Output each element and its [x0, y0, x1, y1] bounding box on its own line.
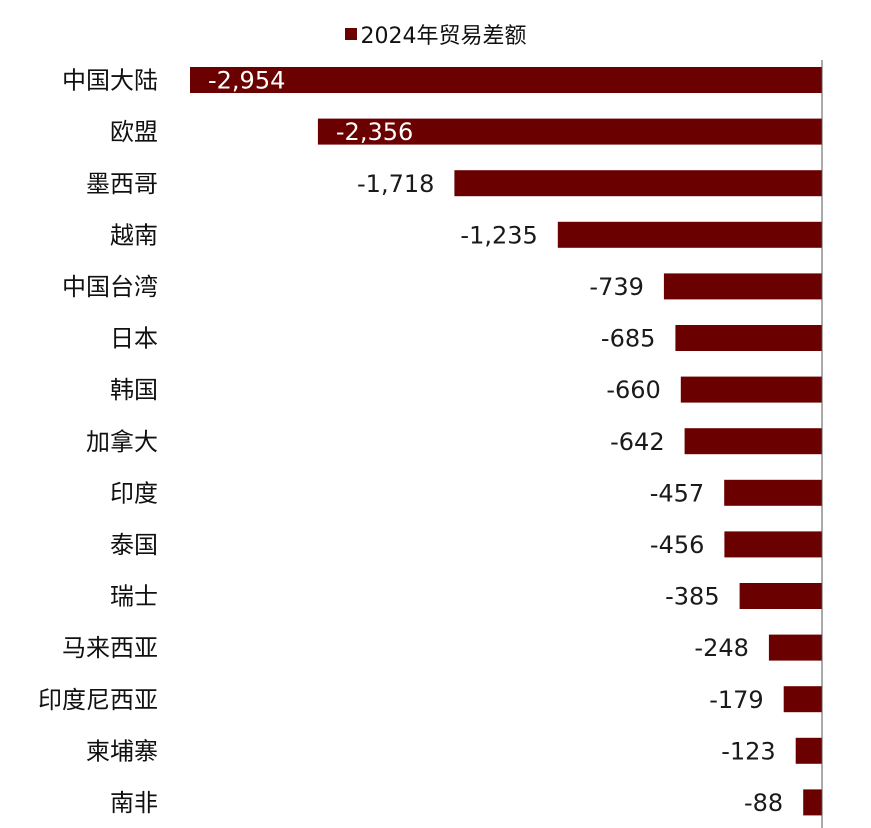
category-label-8: 印度 [110, 479, 158, 507]
category-label-14: 南非 [110, 789, 158, 817]
bars-group [190, 67, 822, 816]
data-label-4: -739 [589, 273, 643, 301]
category-label-13: 柬埔寨 [86, 737, 158, 765]
bar-8 [724, 479, 822, 506]
category-label-11: 马来西亚 [62, 634, 158, 662]
legend-label: 2024年贸易差额 [360, 24, 527, 49]
bar-1 [317, 118, 822, 145]
bar-3 [557, 221, 822, 248]
category-labels: 中国大陆欧盟墨西哥越南中国台湾日本韩国加拿大印度泰国瑞士马来西亚印度尼西亚柬埔寨… [38, 67, 158, 817]
category-label-12: 印度尼西亚 [38, 686, 158, 714]
category-label-4: 中国台湾 [62, 273, 158, 301]
data-label-9: -456 [650, 531, 704, 559]
data-label-7: -642 [610, 428, 664, 456]
category-label-2: 墨西哥 [86, 170, 158, 198]
data-label-6: -660 [606, 376, 660, 404]
bar-9 [724, 531, 822, 558]
bar-10 [739, 583, 822, 609]
bar-2 [454, 170, 822, 197]
legend-swatch [344, 28, 357, 40]
category-label-10: 瑞士 [110, 583, 158, 611]
data-labels: -2,954 -2,356 -1,718 -1,235 -739 -685 -660 -642… [208, 67, 783, 817]
data-label-13: -123 [721, 737, 775, 765]
data-label-8: -457 [650, 479, 704, 507]
category-label-3: 越南 [110, 221, 158, 249]
category-label-6: 韩国 [110, 376, 158, 404]
data-label-10: -385 [665, 583, 719, 611]
bar-0 [190, 67, 822, 93]
data-label-3: -1,235 [460, 221, 537, 249]
bar-6 [680, 376, 822, 403]
bar-4 [663, 273, 822, 300]
category-label-7: 加拿大 [86, 428, 158, 456]
data-label-14: -88 [744, 789, 783, 817]
category-label-1: 欧盟 [110, 118, 158, 146]
category-label-9: 泰国 [110, 531, 158, 559]
category-label-5: 日本 [110, 325, 158, 353]
legend: 2024年贸易差额 [0, 18, 871, 50]
bar-7 [684, 428, 822, 455]
category-label-0: 中国大陆 [62, 67, 158, 95]
bar-14 [803, 789, 822, 816]
data-label-11: -248 [694, 634, 748, 662]
data-label-5: -685 [601, 325, 655, 353]
bar-5 [675, 325, 822, 351]
bar-13 [795, 737, 822, 764]
data-label-0: -2,954 [208, 67, 285, 95]
data-label-2: -1,718 [357, 170, 434, 198]
bar-12 [783, 686, 822, 713]
data-label-1: -2,356 [336, 118, 413, 146]
data-label-12: -179 [709, 686, 763, 714]
bar-11 [768, 634, 822, 661]
